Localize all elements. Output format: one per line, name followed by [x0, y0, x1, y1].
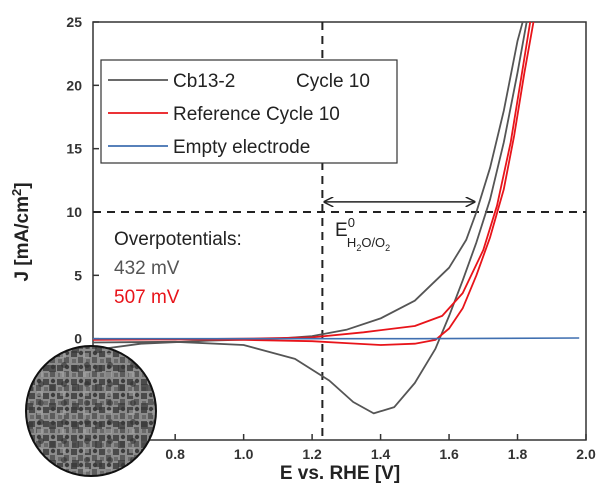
- x-axis: 0.8 1.0 1.2 1.4 1.6 1.8 2.0: [165, 434, 596, 462]
- y-tick-label: 5: [74, 267, 82, 283]
- legend: Cb13-2 Cycle 10 Reference Cycle 10 Empty…: [100, 59, 398, 164]
- x-tick-label: 1.2: [302, 446, 322, 462]
- series-cb13-2: [93, 22, 528, 415]
- y-tick-label: 20: [66, 77, 82, 93]
- x-tick-label: 2.0: [576, 446, 596, 462]
- y-tick-label: 25: [66, 14, 82, 30]
- x-tick-label: 1.0: [234, 446, 254, 462]
- y-axis-title: J [mA/cm2]: [9, 182, 33, 281]
- tem-inset: [25, 345, 157, 477]
- plot-frame: [92, 21, 587, 441]
- overpotential-value-reference: 507 mV: [114, 287, 180, 308]
- y-tick-label: 15: [66, 141, 82, 157]
- y-axis: 0 5 10 15 20 25: [66, 14, 99, 347]
- y-tick-label: 10: [66, 204, 82, 220]
- x-tick-label: 0.8: [165, 446, 185, 462]
- legend-label-cb13: Cb13-2: [173, 71, 235, 92]
- series-reference: [93, 22, 535, 346]
- overpotentials-title: Overpotentials:: [114, 229, 242, 250]
- overpotential-value-cb13: 432 mV: [114, 258, 180, 279]
- e0-label: E0 H2O/O2: [335, 215, 390, 253]
- legend-label-reference: Reference Cycle 10: [173, 104, 340, 125]
- series-empty-electrode: [93, 337, 580, 340]
- y-tick-label: 0: [74, 331, 82, 347]
- legend-label-empty: Empty electrode: [173, 137, 310, 158]
- series-group: [93, 22, 580, 415]
- legend-label-cb13-cycle: Cycle 10: [296, 71, 370, 92]
- x-tick-label: 1.8: [508, 446, 528, 462]
- x-tick-label: 1.6: [439, 446, 459, 462]
- x-axis-title: E vs. RHE [V]: [280, 463, 400, 484]
- x-tick-label: 1.4: [371, 446, 391, 462]
